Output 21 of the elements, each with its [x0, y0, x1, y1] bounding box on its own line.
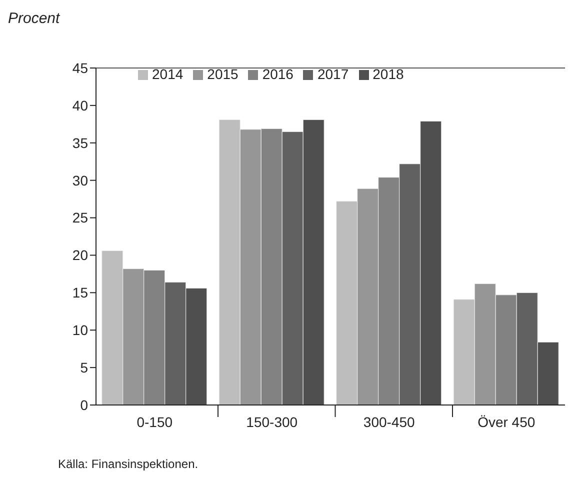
legend-label: 2017: [317, 66, 349, 82]
y-tick-label: 25: [72, 210, 88, 226]
y-tick-label: 40: [72, 97, 88, 114]
legend-label: 2016: [262, 66, 294, 82]
legend-label: 2015: [207, 66, 238, 82]
y-tick-label: 15: [72, 284, 88, 301]
y-tick-label: 5: [80, 360, 88, 376]
legend-label: 2018: [372, 66, 404, 82]
y-tick-label: 35: [72, 134, 88, 151]
y-tick-label: 45: [72, 60, 88, 76]
x-tick-label: 0-150: [136, 414, 173, 430]
y-axis-title: Procent: [8, 10, 60, 27]
y-tick-label: 10: [72, 322, 88, 338]
y-tick-label: 20: [72, 247, 88, 264]
x-tick-label: 150-300: [246, 414, 298, 430]
x-tick-label: Över 450: [478, 414, 536, 430]
text: Källa: Finansinspektionen.: [58, 457, 198, 471]
y-tick-label: 30: [72, 172, 88, 188]
legend-label: 2014: [152, 66, 184, 82]
x-tick-label: 300-450: [363, 414, 416, 430]
y-tick-label: 0: [80, 396, 88, 413]
